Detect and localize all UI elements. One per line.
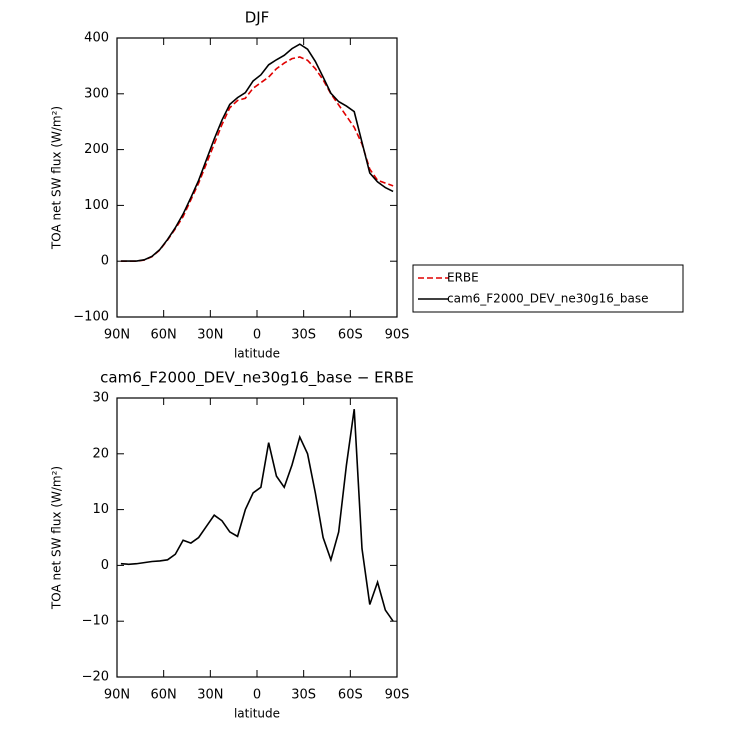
x-tick-label: 30N bbox=[197, 328, 223, 343]
chart-title: DJF bbox=[245, 9, 270, 27]
y-tick-label: 20 bbox=[92, 446, 109, 461]
x-tick-label: 90S bbox=[385, 688, 410, 703]
x-tick-label: 90N bbox=[104, 688, 130, 703]
y-tick-label: 200 bbox=[84, 142, 109, 157]
y-tick-label: −10 bbox=[82, 614, 109, 629]
x-tick-label: 90N bbox=[104, 328, 130, 343]
y-tick-label: 0 bbox=[101, 558, 109, 573]
y-tick-label: 400 bbox=[84, 31, 109, 46]
y-tick-label: −100 bbox=[73, 310, 109, 325]
x-tick-label: 60N bbox=[151, 688, 177, 703]
legend-label: ERBE bbox=[447, 271, 479, 285]
y-tick-label: 0 bbox=[101, 254, 109, 269]
y-tick-label: 100 bbox=[84, 198, 109, 213]
x-tick-label: 30N bbox=[197, 688, 223, 703]
chart-title: cam6_F2000_DEV_ne30g16_base − ERBE bbox=[100, 369, 414, 388]
y-axis-label: TOA net SW flux (W/m²) bbox=[50, 466, 64, 610]
y-tick-label: −20 bbox=[82, 670, 109, 685]
plot-frame bbox=[116, 37, 398, 318]
y-tick-label: 10 bbox=[92, 502, 109, 517]
series-line bbox=[120, 56, 394, 262]
x-tick-label: 0 bbox=[253, 688, 261, 703]
x-axis-label: latitude bbox=[234, 347, 280, 361]
series-line bbox=[120, 43, 394, 262]
x-tick-label: 60S bbox=[338, 688, 363, 703]
x-tick-label: 90S bbox=[385, 328, 410, 343]
x-axis-label: latitude bbox=[234, 707, 280, 721]
plot-frame bbox=[116, 397, 398, 678]
y-tick-label: 300 bbox=[84, 86, 109, 101]
x-tick-label: 60N bbox=[151, 328, 177, 343]
y-axis-label: TOA net SW flux (W/m²) bbox=[50, 106, 64, 250]
legend-label: cam6_F2000_DEV_ne30g16_base bbox=[447, 292, 649, 306]
y-tick-label: 30 bbox=[92, 391, 109, 406]
series-line bbox=[120, 409, 394, 622]
legend-box bbox=[412, 264, 684, 313]
x-tick-label: 0 bbox=[253, 328, 261, 343]
x-tick-label: 30S bbox=[291, 688, 316, 703]
x-tick-label: 60S bbox=[338, 328, 363, 343]
x-tick-label: 30S bbox=[291, 328, 316, 343]
